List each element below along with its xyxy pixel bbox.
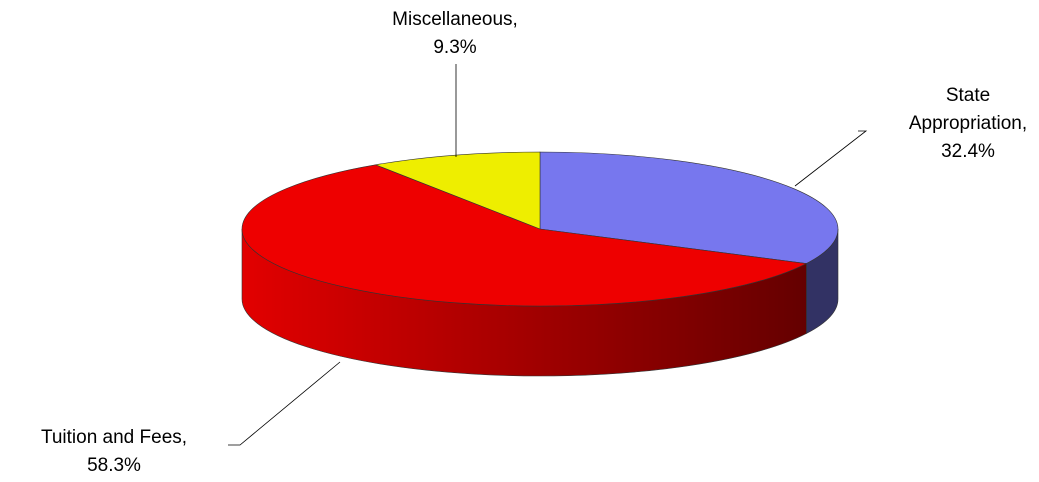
value-label: 58.3% <box>87 455 141 476</box>
slice-top <box>374 151 541 230</box>
data-label: Miscellaneous, 9.3% <box>365 6 545 62</box>
value-label: 9.3% <box>433 37 477 58</box>
data-label: State Appropriation, 32.4% <box>893 82 1039 166</box>
slice-top <box>241 164 808 307</box>
slice-top <box>539 151 839 264</box>
value-label: 32.4% <box>941 141 995 162</box>
leader-line <box>794 130 868 187</box>
category-label: State Appropriation, <box>908 85 1028 134</box>
leader-line <box>228 361 341 446</box>
category-label: Miscellaneous, <box>392 9 518 30</box>
category-label: Tuition and Fees, <box>40 427 188 448</box>
data-label: Tuition and Fees, 58.3% <box>0 424 229 480</box>
